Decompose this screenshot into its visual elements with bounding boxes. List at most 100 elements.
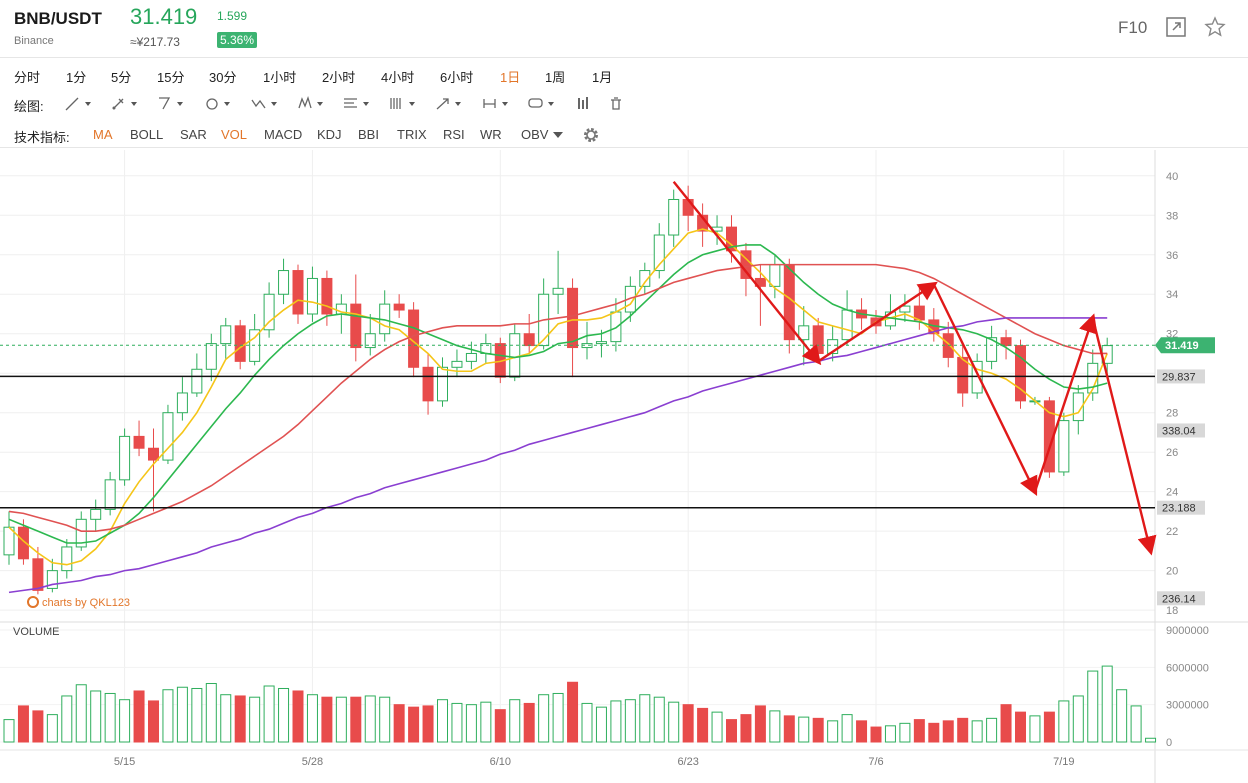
trash-icon[interactable]: [607, 94, 643, 114]
candle: [32, 546, 44, 595]
volume-bar: [697, 707, 709, 743]
volume-bar: [668, 701, 680, 743]
candle: [986, 325, 998, 370]
tf-6h[interactable]: 6小时: [440, 70, 474, 85]
measure-tool-icon[interactable]: [481, 94, 517, 114]
x-tick-label: 5/28: [302, 756, 323, 768]
volume-bar: [754, 705, 766, 743]
candle: [119, 428, 131, 486]
candle: [379, 290, 391, 342]
ticker-header: BNB/USDT Binance 31.419 ≈¥217.73 1.599 5…: [0, 0, 1248, 58]
price-tag-label: 29.837: [1162, 371, 1196, 383]
indicator-boll[interactable]: BOLL: [130, 127, 164, 142]
line-tool-icon[interactable]: [64, 94, 100, 114]
tf-1h[interactable]: 1小时: [263, 70, 297, 85]
candle: [292, 264, 304, 324]
volume-bar: [711, 711, 723, 743]
candle: [437, 357, 448, 407]
candle: [957, 343, 969, 407]
volume-bar: [46, 714, 58, 743]
candle: [148, 428, 159, 512]
tf-15m[interactable]: 15分: [157, 70, 185, 85]
price-chart[interactable]: 1820222426283032343638400300000060000009…: [0, 150, 1248, 783]
comment-tool-icon[interactable]: [527, 94, 563, 114]
candle-body: [75, 518, 87, 548]
expand-icon[interactable]: [1165, 16, 1187, 38]
gann-tool-icon[interactable]: [388, 94, 424, 114]
indicator-bbi[interactable]: BBI: [358, 127, 379, 142]
candle-body: [437, 366, 448, 402]
volume-bar: [798, 716, 810, 743]
tf-2h[interactable]: 2小时: [322, 70, 356, 85]
tf-5m[interactable]: 5分: [111, 70, 132, 85]
fib-tool-icon[interactable]: [342, 94, 378, 114]
candle-body: [567, 287, 579, 349]
node-tool-icon[interactable]: [296, 94, 332, 114]
candle: [1000, 329, 1012, 360]
candle-body: [827, 339, 839, 354]
channel-tool-icon[interactable]: [156, 94, 192, 114]
candle-body: [133, 435, 145, 449]
cny-price: ≈¥217.73: [130, 35, 180, 49]
candle: [1072, 385, 1084, 435]
volume-bar: [928, 722, 940, 743]
candle-body: [90, 508, 102, 520]
price-tag-label: 23.188: [1162, 503, 1196, 515]
tf-30m[interactable]: 30分: [209, 70, 237, 85]
candle-body: [350, 303, 362, 349]
indicator-vol[interactable]: VOL: [221, 127, 248, 142]
tf-1d[interactable]: 1日: [500, 70, 521, 85]
candle: [812, 317, 824, 362]
volume-bar: [1058, 700, 1070, 743]
circle-tool-icon[interactable]: [203, 94, 239, 114]
volume-bar: [1130, 705, 1142, 743]
indicator-obv[interactable]: OBV: [521, 127, 549, 142]
indicator-kdj[interactable]: KDJ: [317, 127, 342, 142]
volume-bar: [162, 689, 174, 743]
tf-4h[interactable]: 4小时: [381, 70, 415, 85]
indicator-sar[interactable]: SAR: [180, 127, 207, 142]
tf-1w[interactable]: 1周: [545, 70, 566, 85]
change-percent-badge: 5.36%: [217, 32, 258, 48]
volume-bar: [595, 706, 607, 743]
pen-tool-icon[interactable]: [110, 94, 146, 114]
indicator-trix[interactable]: TRIX: [397, 127, 427, 142]
volume-bar: [812, 717, 824, 743]
volume-bar: [827, 720, 839, 743]
bars-tool-icon[interactable]: [575, 94, 611, 114]
f10-button[interactable]: F10: [1118, 18, 1148, 37]
candle: [1058, 412, 1070, 476]
candle: [104, 471, 116, 516]
volume-bar: [1116, 689, 1128, 743]
obv-dropdown-icon[interactable]: [553, 132, 563, 138]
volume-bar: [191, 687, 203, 743]
candle-body: [624, 285, 636, 313]
y-tick-label: 22: [1166, 526, 1178, 538]
star-icon[interactable]: [1204, 16, 1226, 38]
indicator-rsi[interactable]: RSI: [443, 127, 465, 142]
candle: [668, 189, 680, 247]
indicator-ma[interactable]: MA: [93, 127, 113, 142]
price-tag-bg: [1157, 591, 1205, 606]
volume-bar: [335, 696, 347, 743]
arrow-tool-icon[interactable]: [434, 94, 470, 114]
indicator-macd[interactable]: MACD: [264, 127, 303, 142]
indicator-wr[interactable]: WR: [480, 127, 502, 142]
candle: [740, 242, 752, 297]
trend-arrow: [672, 180, 822, 366]
tf-1m[interactable]: 1分: [66, 70, 87, 85]
volume-bar: [726, 719, 737, 743]
candle-body: [234, 325, 246, 362]
pattern-tool-icon[interactable]: [250, 94, 286, 114]
tf-1mo[interactable]: 1月: [592, 70, 613, 85]
candle-body: [61, 546, 73, 572]
volume-bar: [220, 694, 232, 743]
candle-body: [812, 325, 824, 354]
candle-body: [509, 333, 521, 378]
gear-icon[interactable]: [582, 126, 600, 144]
price-tag-label: 338.04: [1162, 425, 1196, 437]
candle-body: [957, 356, 969, 394]
tf-fenshi[interactable]: 分时: [14, 70, 41, 85]
volume-bar: [1145, 737, 1157, 743]
candle: [278, 258, 290, 305]
